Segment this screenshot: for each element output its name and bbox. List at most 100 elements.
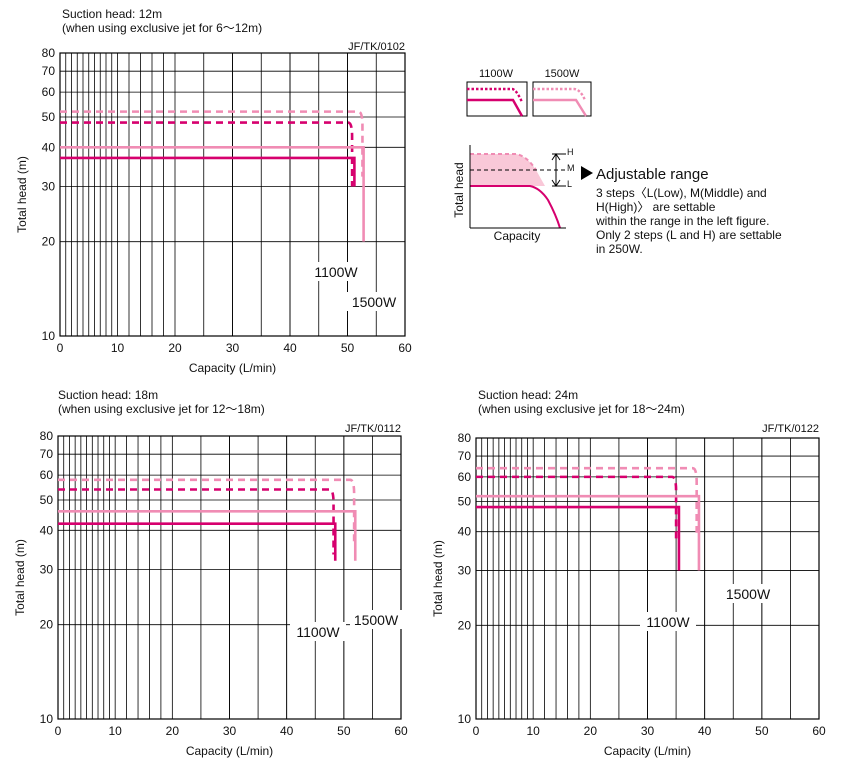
y-tick-label: 10 — [458, 712, 472, 726]
chart-subtitle: (when using exclusive jet for 6～12m) — [62, 21, 262, 35]
chart-title: Suction head: 12m — [62, 7, 162, 21]
y-axis-label: Total head (m) — [13, 539, 27, 616]
legend-1500w-high-line — [533, 87, 587, 101]
x-tick-label: 40 — [280, 724, 294, 738]
curve-1100w-h — [60, 121, 354, 187]
x-tick-label: 10 — [526, 724, 540, 738]
x-axis-label: Capacity (L/min) — [186, 744, 273, 758]
x-tick-label: 30 — [226, 341, 240, 355]
x-tick-label: 20 — [166, 724, 180, 738]
range-label-h: H — [567, 147, 574, 157]
legend: 1100W 1500W — [466, 68, 592, 117]
range-x-label: Capacity — [494, 229, 541, 243]
y-tick-label: 60 — [40, 468, 54, 482]
curve-label-1500w-text: 1500W — [352, 294, 397, 310]
x-tick-label: 0 — [55, 724, 62, 738]
curve-1500w-l — [60, 146, 365, 242]
adjustable-range-note-5: in 250W. — [596, 242, 643, 256]
range-title: Adjustable range — [596, 166, 709, 183]
y-tick-label: 80 — [42, 46, 56, 60]
chart-title: Suction head: 24m — [478, 388, 578, 402]
y-tick-label: 60 — [42, 85, 56, 99]
x-tick-label: 30 — [641, 724, 655, 738]
x-tick-label: 50 — [337, 724, 351, 738]
curve-1500w-h — [476, 466, 698, 533]
y-tick-label: 30 — [40, 562, 54, 576]
x-tick-label: 10 — [111, 341, 125, 355]
chart-code: JF/TK/0112 — [345, 423, 401, 435]
legend-1100w-high-line — [467, 87, 524, 103]
grid-lines — [59, 52, 406, 337]
y-axis-label: Total head (m) — [431, 540, 445, 617]
x-tick-label: 40 — [698, 724, 712, 738]
chart-code: JF/TK/0102 — [348, 41, 405, 53]
range-high-line — [470, 153, 537, 171]
plot-frame — [57, 435, 402, 720]
y-tick-label: 40 — [40, 523, 54, 537]
plot-frame — [59, 52, 406, 337]
x-tick-label: 0 — [57, 341, 64, 355]
grid-lines — [57, 435, 402, 720]
range-label-l: L — [567, 179, 572, 189]
y-tick-label: 20 — [40, 618, 54, 632]
chart-code: JF/TK/0122 — [762, 423, 819, 435]
adjustable-range-note-4: Only 2 steps (L and H) are settable — [596, 228, 782, 242]
range-label-m: M — [567, 163, 575, 173]
y-tick-label: 20 — [458, 618, 472, 632]
curve-1500w-h — [58, 478, 356, 545]
x-tick-label: 60 — [398, 341, 412, 355]
legend-1500w-low-line — [533, 98, 588, 117]
adjustable-range-note-1: 3 steps〈L(Low), M(Middle) and — [596, 186, 767, 200]
curve-1500w-h — [60, 110, 364, 177]
y-tick-label: 50 — [40, 493, 54, 507]
curve-1100w-h — [476, 475, 678, 542]
chart-subtitle: (when using exclusive jet for 12～18m) — [58, 402, 265, 416]
grid-lines — [475, 437, 820, 720]
curve-label-1100w-text: 1100W — [646, 614, 690, 630]
legend-label-1500w: 1500W — [545, 68, 580, 80]
chart-title: Suction head: 18m — [58, 388, 158, 402]
legend-1100w-low-line — [467, 98, 524, 117]
x-tick-label: 0 — [473, 724, 480, 738]
chart-suction-18m: Suction head: 18m (when using exclusive … — [13, 388, 408, 758]
curve-1100w-l — [476, 505, 681, 571]
chart-suction-12m: Suction head: 12m (when using exclusive … — [15, 7, 412, 375]
x-tick-label: 10 — [108, 724, 122, 738]
curve-label-1500w-text: 1500W — [726, 586, 771, 602]
adjustable-range-note-3: within the range in the left figure. — [596, 214, 770, 228]
y-tick-label: 10 — [42, 329, 56, 343]
x-tick-label: 20 — [584, 724, 598, 738]
range-y-label: Total head — [452, 162, 466, 217]
y-tick-label: 70 — [42, 64, 56, 78]
curve-label-1500w: 1500W — [346, 292, 402, 311]
chart-suction-24m: Suction head: 24m (when using exclusive … — [431, 388, 826, 758]
curve-1100w-h — [58, 488, 335, 555]
x-tick-label: 60 — [812, 724, 826, 738]
x-axis-label: Capacity (L/min) — [189, 361, 276, 375]
curve-label-1100w-text: 1100W — [314, 264, 358, 280]
x-tick-label: 50 — [755, 724, 769, 738]
y-tick-label: 10 — [40, 712, 54, 726]
curve-1100w-l — [60, 156, 356, 187]
x-tick-label: 30 — [223, 724, 237, 738]
plot-frame — [475, 437, 820, 720]
chart-subtitle: (when using exclusive jet for 18～24m) — [478, 402, 685, 416]
y-tick-label: 40 — [458, 525, 472, 539]
x-axis-label: Capacity (L/min) — [604, 744, 691, 758]
curve-label-1500w-text: 1500W — [354, 612, 399, 628]
y-tick-label: 50 — [458, 495, 472, 509]
x-tick-label: 20 — [168, 341, 182, 355]
x-tick-label: 40 — [283, 341, 297, 355]
y-tick-label: 20 — [42, 235, 56, 249]
curve-label-1100w: 1100W — [640, 612, 696, 631]
curve-label-1100w: 1100W — [308, 262, 364, 281]
curves — [58, 478, 357, 561]
curve-label-1500w: 1500W — [720, 584, 776, 603]
range-arrow-icon — [581, 166, 593, 180]
curve-label-1500w: 1500W — [350, 610, 402, 629]
y-tick-label: 30 — [458, 564, 472, 578]
